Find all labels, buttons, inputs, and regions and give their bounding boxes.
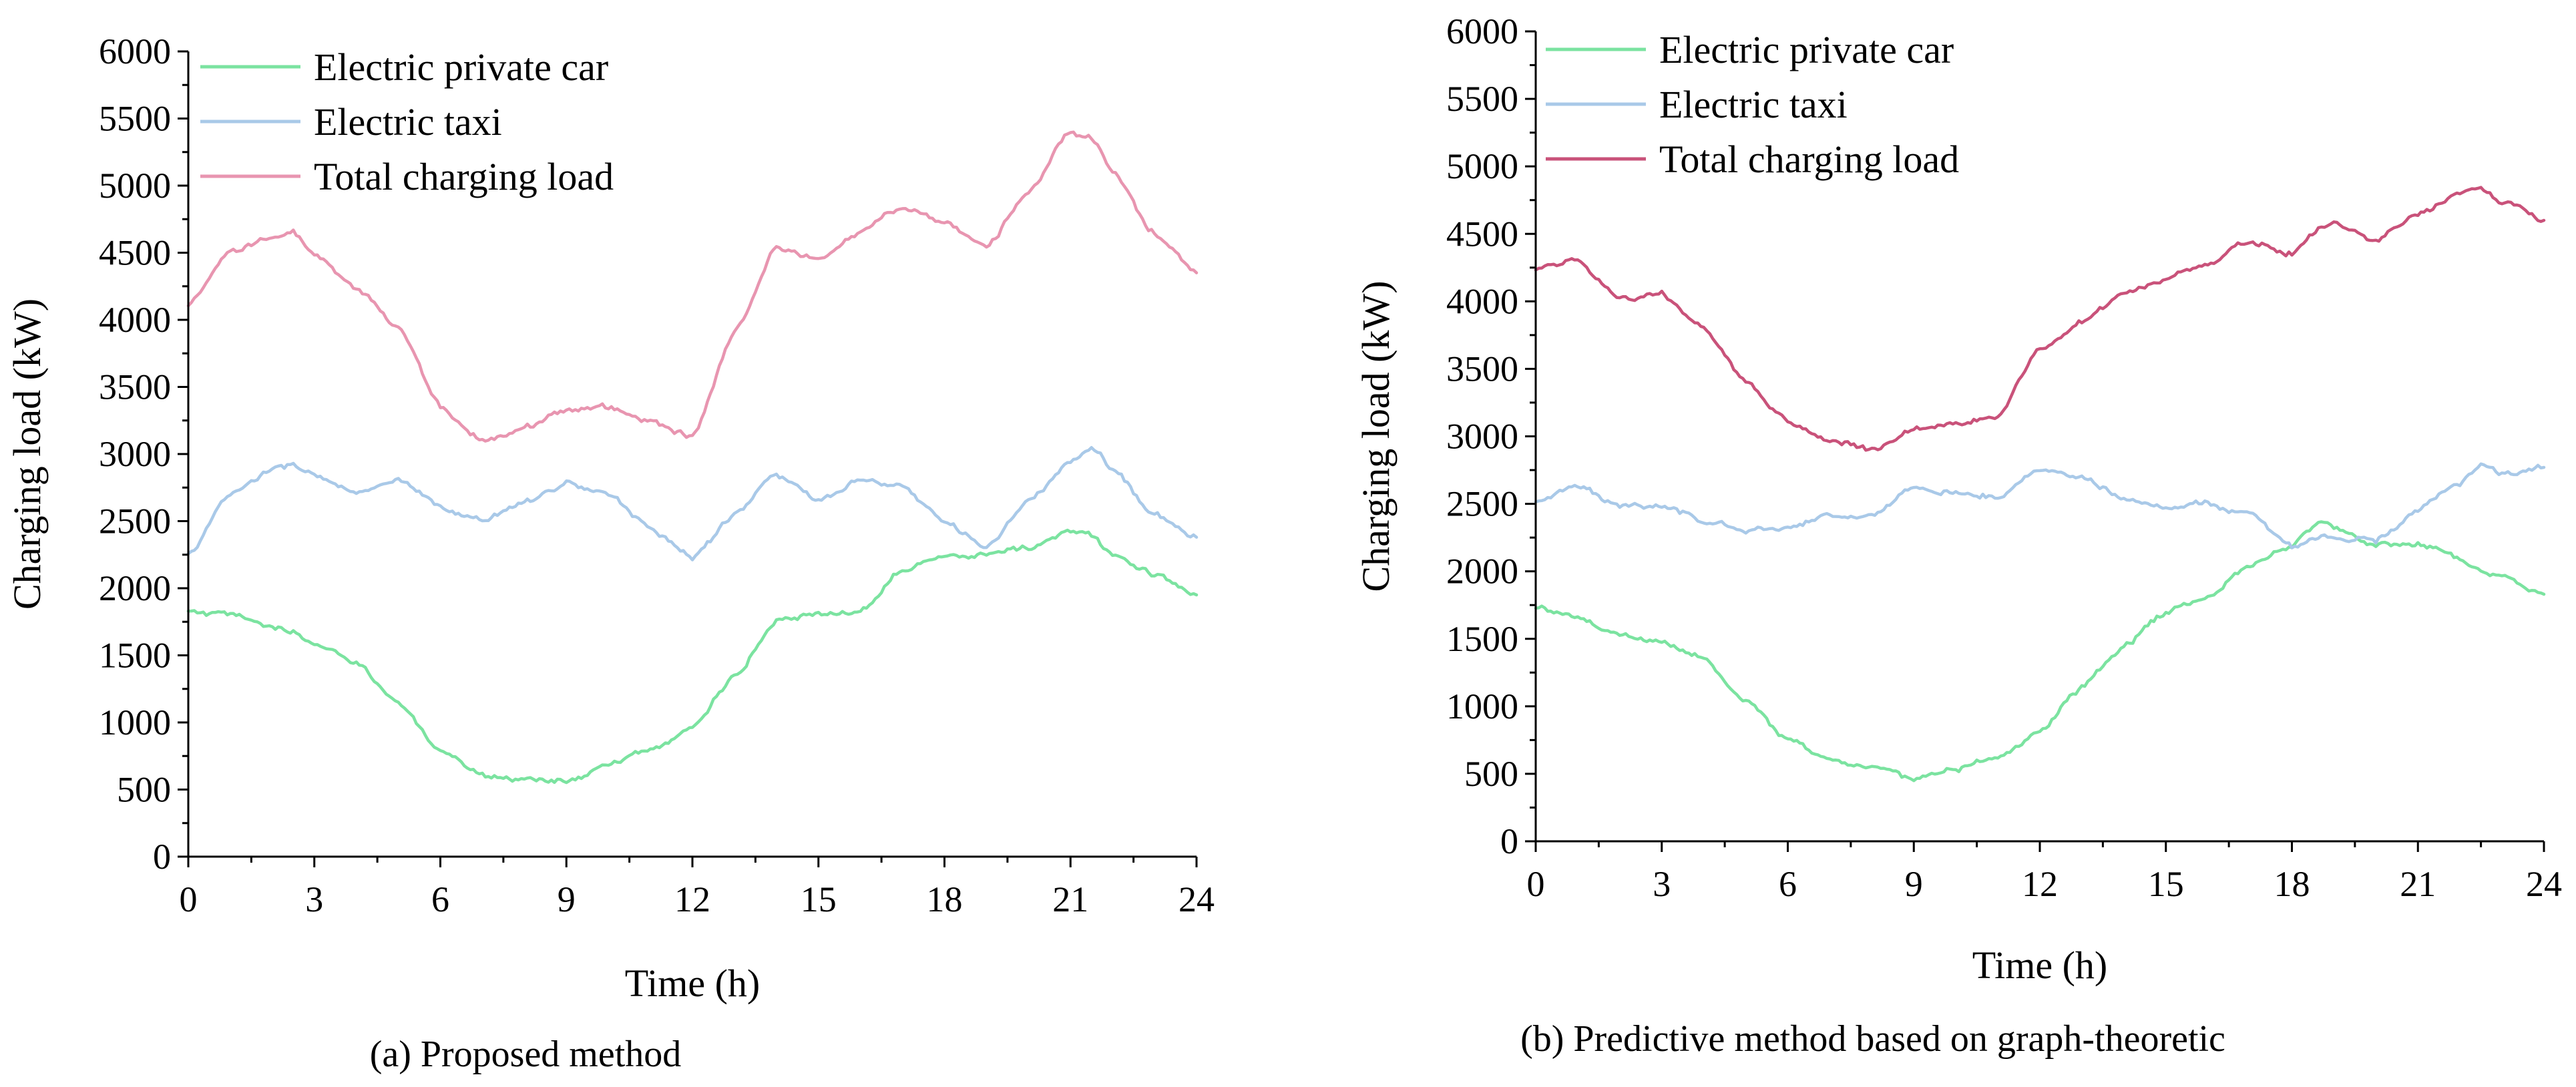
y-tick-label: 4000 <box>99 300 171 340</box>
series-line-electric-taxi <box>1534 462 2546 550</box>
y-tick-label: 3500 <box>99 367 171 407</box>
series-line-electric-private-car <box>186 528 1199 785</box>
legend-label: Total charging load <box>314 155 614 198</box>
y-tick-label: 3500 <box>1446 349 1518 389</box>
x-tick-label: 21 <box>2400 864 2436 904</box>
x-tick-label: 3 <box>305 879 323 919</box>
series-line-electric-private-car <box>1534 520 2546 783</box>
y-tick-label: 4500 <box>99 233 171 273</box>
y-tick-label: 2000 <box>1446 552 1518 592</box>
x-tick-label: 15 <box>801 879 837 919</box>
y-tick-label: 1500 <box>99 636 171 676</box>
y-tick-label: 5000 <box>1446 146 1518 186</box>
y-tick-label: 5500 <box>99 99 171 139</box>
figure-caption: (b) Predictive method based on graph-the… <box>1520 1018 2225 1060</box>
y-axis-title: Charging load (kW) <box>1354 280 1398 592</box>
y-tick-label: 0 <box>153 837 171 877</box>
legend-label: Electric private car <box>314 45 608 89</box>
y-tick-label: 5000 <box>99 166 171 206</box>
y-tick-label: 3000 <box>99 434 171 474</box>
x-tick-label: 6 <box>1779 864 1797 904</box>
y-tick-label: 5500 <box>1446 79 1518 119</box>
x-tick-label: 18 <box>927 879 963 919</box>
x-tick-label: 12 <box>2022 864 2058 904</box>
legend-label: Electric taxi <box>314 100 502 144</box>
legend-label: Total charging load <box>1659 138 1959 181</box>
y-tick-label: 0 <box>1500 821 1518 861</box>
y-tick-label: 1500 <box>1446 619 1518 659</box>
x-tick-label: 12 <box>674 879 710 919</box>
y-tick-label: 500 <box>1464 754 1518 794</box>
chart-panel-b: 0 500 1000 1500 2000 2500 3000 3500 4000 4500 5000… <box>1354 11 2562 1060</box>
chart-panel-a: 0 500 1000 1500 2000 2500 3000 3500 4000 4500 5000… <box>5 31 1215 1075</box>
y-tick-label: 6000 <box>1446 11 1518 51</box>
legend-label: Electric private car <box>1659 28 1954 71</box>
x-tick-label: 0 <box>1527 864 1545 904</box>
y-tick-label: 2500 <box>99 501 171 541</box>
x-axis-title: Time (h) <box>1972 943 2108 987</box>
x-tick-label: 18 <box>2274 864 2310 904</box>
y-tick-label: 1000 <box>99 702 171 742</box>
x-axis-title: Time (h) <box>625 961 761 1005</box>
y-tick-label: 6000 <box>99 31 171 71</box>
x-tick-label: 24 <box>2526 864 2562 904</box>
legend-label: Electric taxi <box>1659 83 1848 126</box>
series-line-total-charging-load <box>1534 186 2546 452</box>
y-tick-label: 1000 <box>1446 686 1518 726</box>
figure-caption: (a) Proposed method <box>370 1034 682 1075</box>
y-tick-label: 500 <box>117 770 171 810</box>
series-line-electric-taxi <box>186 446 1199 562</box>
x-tick-label: 6 <box>431 879 449 919</box>
x-tick-label: 15 <box>2148 864 2184 904</box>
x-tick-label: 24 <box>1178 879 1215 919</box>
y-tick-label: 4500 <box>1446 214 1518 254</box>
x-tick-label: 21 <box>1052 879 1088 919</box>
x-tick-label: 3 <box>1653 864 1671 904</box>
y-tick-label: 2500 <box>1446 484 1518 524</box>
x-tick-label: 0 <box>180 879 198 919</box>
x-tick-label: 9 <box>1905 864 1923 904</box>
y-tick-label: 3000 <box>1446 417 1518 457</box>
y-tick-label: 2000 <box>99 568 171 608</box>
x-tick-label: 9 <box>558 879 576 919</box>
y-axis-title: Charging load (kW) <box>5 298 49 610</box>
series-line-total-charging-load <box>186 130 1199 443</box>
y-tick-label: 4000 <box>1446 281 1518 321</box>
